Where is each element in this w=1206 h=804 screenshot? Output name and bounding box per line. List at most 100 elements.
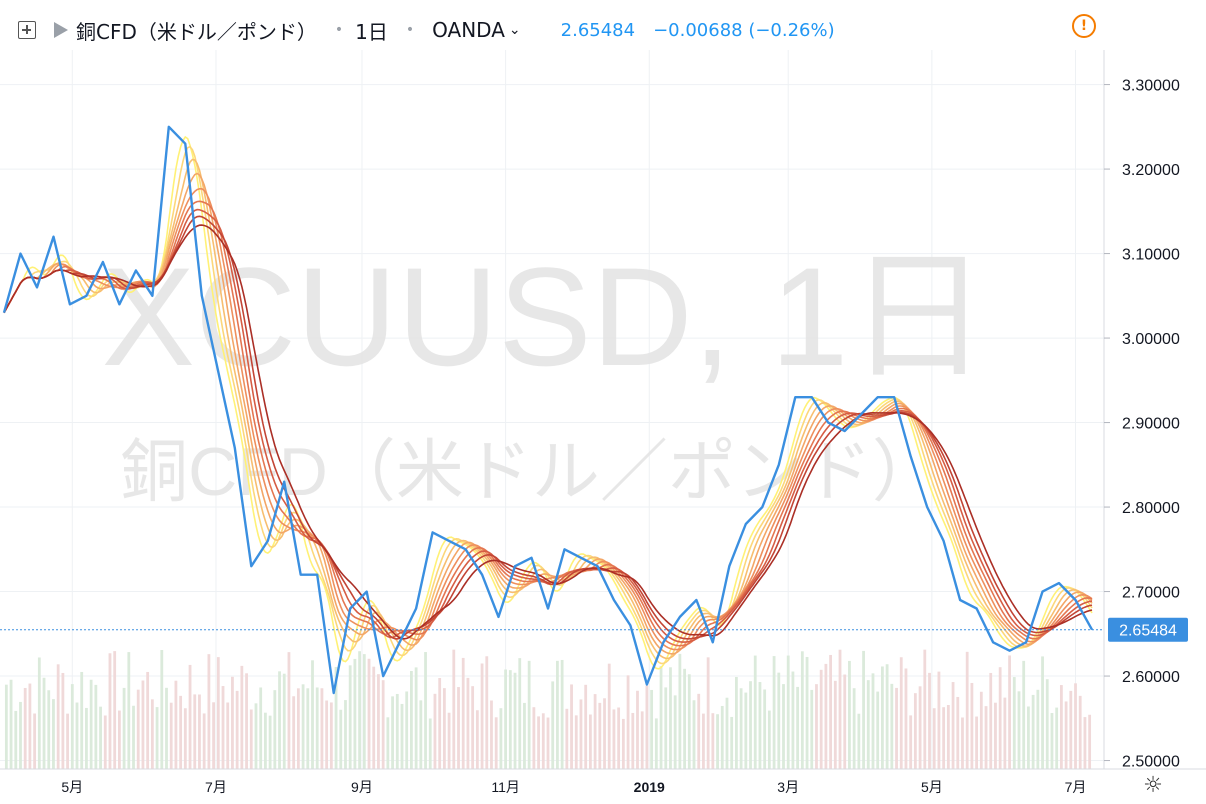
volume-bar <box>372 666 376 769</box>
x-tick-label: 9月 <box>351 779 373 795</box>
volume-bar <box>965 651 969 769</box>
volume-bar <box>391 696 394 769</box>
volume-bar <box>245 673 248 769</box>
ma-line <box>3 145 1093 665</box>
volume-bar <box>654 718 658 769</box>
volume-bar <box>1008 655 1011 769</box>
volume-bar <box>876 691 880 769</box>
volume-bar <box>202 713 206 769</box>
volume-bar <box>381 680 385 769</box>
price-axis[interactable]: 3.30000 3.20000 3.10000 3.00000 2.90000 2.800… <box>1104 78 1180 771</box>
volume-bar <box>1027 706 1030 769</box>
volume-bar <box>405 691 409 769</box>
volume-bar <box>895 687 898 769</box>
volume-bar <box>240 665 244 769</box>
volume-bar <box>155 707 159 769</box>
volume-bar <box>579 699 583 769</box>
volume-bar <box>231 676 234 769</box>
symbol-title[interactable]: 銅CFD（米ドル／ポンド） <box>76 19 317 44</box>
last-price-label: 2.65484 <box>1108 617 1188 642</box>
ma-line <box>3 135 1093 670</box>
volume-bar <box>414 667 418 769</box>
volume-bar <box>504 669 508 769</box>
volume-bar <box>212 702 215 769</box>
volume-bar <box>640 711 644 769</box>
volume-bar <box>800 651 804 769</box>
volume-bar <box>221 686 225 769</box>
volume-bar <box>645 685 649 769</box>
volume-bar <box>565 708 569 769</box>
volume-bar <box>447 712 451 769</box>
volume-bar <box>103 715 107 769</box>
volume-bar <box>1036 689 1040 769</box>
volume-bar <box>1041 656 1044 769</box>
volume-bar <box>9 679 13 769</box>
volume-bar <box>942 707 946 769</box>
volume-bar <box>979 691 983 769</box>
volume-bars <box>4 649 1092 769</box>
volume-bar <box>833 680 837 769</box>
volume-bar <box>428 718 432 769</box>
chevron-down-icon[interactable]: ⌄ <box>508 22 521 38</box>
volume-bar <box>508 670 512 769</box>
volume-bar <box>226 702 230 769</box>
volume-bar <box>767 710 771 769</box>
separator-dot: • <box>405 22 415 38</box>
volume-bar <box>739 688 743 769</box>
volume-bar <box>362 654 366 769</box>
y-tick-label: 2.70000 <box>1122 585 1180 602</box>
volume-bar <box>687 674 691 769</box>
volume-bar <box>1064 701 1068 769</box>
volume-bar <box>810 689 814 769</box>
volume-bar <box>513 672 517 769</box>
x-tick-label: 2019 <box>634 779 665 795</box>
volume-bar <box>904 668 908 769</box>
volume-bar <box>410 670 413 769</box>
volume-bar <box>14 710 18 769</box>
y-tick-label: 3.20000 <box>1122 162 1180 179</box>
volume-bar <box>471 686 475 769</box>
volume-bar <box>546 717 550 769</box>
volume-bar <box>1078 695 1082 769</box>
volume-bar <box>475 710 479 769</box>
volume-bar <box>132 705 135 769</box>
volume-bar <box>19 701 22 769</box>
volume-bar <box>612 709 616 769</box>
volume-bar <box>348 665 352 769</box>
volume-bar <box>461 657 465 769</box>
volume-bar <box>664 687 668 769</box>
warning-icon[interactable]: ! <box>1072 14 1096 38</box>
interval-label[interactable]: 1日 <box>355 19 388 44</box>
volume-bar <box>588 714 592 769</box>
volume-bar <box>570 684 573 769</box>
volume-bar <box>264 712 267 769</box>
volume-bar <box>1031 694 1035 769</box>
volume-bar <box>296 688 300 769</box>
time-axis[interactable]: 5月 7月 9月 11月 2019 3月 5月 7月 <box>61 779 1086 795</box>
volume-bar <box>113 651 117 769</box>
volume-bar <box>890 683 894 769</box>
volume-bar <box>165 687 168 769</box>
volume-bar <box>179 695 183 769</box>
volume-bar <box>494 717 498 769</box>
volume-bar <box>702 713 705 769</box>
volume-bar <box>923 649 927 769</box>
volume-bar <box>956 696 960 769</box>
flag-icon[interactable] <box>54 22 68 38</box>
volume-bar <box>532 707 536 769</box>
broker-label[interactable]: OANDA <box>432 18 505 42</box>
gear-icon[interactable]: ☼ <box>1143 773 1163 798</box>
ma-ribbon <box>3 135 1093 670</box>
volume-bar <box>815 684 818 769</box>
add-symbol-icon[interactable] <box>18 21 36 39</box>
volume-bar <box>805 656 809 769</box>
volume-bar <box>946 704 950 769</box>
volume-bar <box>1055 707 1059 769</box>
volume-bar <box>292 696 296 769</box>
volume-bar <box>659 666 663 769</box>
volume-bar <box>400 703 404 769</box>
volume-bar <box>108 653 112 769</box>
volume-bar <box>871 673 875 769</box>
volume-bar <box>377 674 380 769</box>
